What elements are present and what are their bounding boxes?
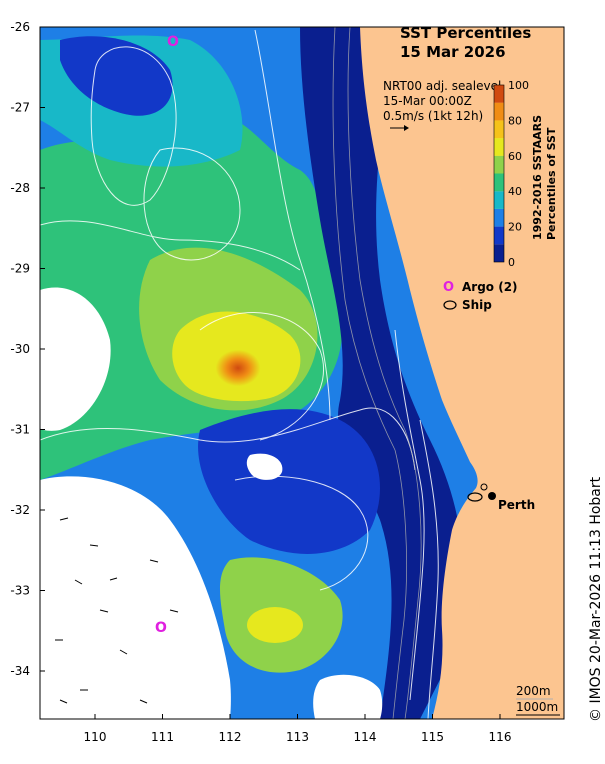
map-date: 15 Mar 2026 [400,43,506,61]
map-plot-area: O O [40,27,564,719]
perth-marker [488,492,496,500]
y-axis-tick-label: -30 [10,342,30,356]
colorbar-segment [494,244,504,262]
y-axis-tick-label: -33 [10,584,30,598]
sst-region-south-yellow [247,607,303,643]
cloud-mask-mid [246,453,283,480]
ship-marker [467,492,483,502]
colorbar-segment [494,155,504,174]
sst-region-offshore-cold [198,409,380,554]
x-axis-tick-label: 110 [84,730,107,744]
y-axis-tick-label: -27 [10,101,30,115]
colorbar-title: 1992-2016 SSTAARS [531,115,544,240]
current-time: 15-Mar 00:00Z [383,94,472,108]
argo-float-marker-south: O [155,620,167,636]
x-axis-tick-label: 114 [354,730,377,744]
ship-marker-2 [480,483,488,491]
colorbar-frame [493,84,505,263]
x-axis-tick-label: 112 [219,730,242,744]
colorbar-subtitle: Percentiles of SST [545,127,558,240]
perth-label: Perth [498,498,535,512]
x-axis-tick-label: 116 [489,730,512,744]
colorbar-segment [494,173,504,192]
colorbar-tick-label: 60 [508,150,522,163]
ship-legend-label: Ship [462,298,492,312]
colorbar-segment [494,120,504,139]
x-axis-tick-label: 111 [151,730,174,744]
sst-region-cold-nw [60,36,173,116]
y-axis-tick-label: -32 [10,503,30,517]
x-axis-tick-label: 113 [286,730,309,744]
y-axis: -26 -27 -28 -29 -30 -31 -32 -33 -34 [10,20,45,678]
colorbar-tick-label: 80 [508,114,522,127]
argo-legend-label: Argo (2) [462,280,518,294]
cloud-mask-west [40,287,111,431]
x-axis-tick-label: 115 [421,730,444,744]
y-axis-tick-label: -34 [10,664,30,678]
depth-label-200m: 200m [516,684,551,698]
cloud-mask-south [313,674,383,719]
y-axis-tick-label: -26 [10,20,30,34]
current-scale-arrowhead [404,125,409,131]
current-scale: 0.5m/s (1kt 12h) [383,109,483,123]
sst-warm-core [206,342,270,394]
colorbar-tick-label: 40 [508,185,522,198]
isobaths [332,27,422,719]
plot-frame [39,26,565,720]
colorbar-tick-label: 20 [508,221,522,234]
credit-text: © IMOS 20-Mar-2026 11:13 Hobart [588,476,604,722]
colorbar: 0 20 40 60 80 100 [493,79,529,269]
land-western-australia [360,27,564,719]
colorbar-segment [494,102,504,121]
y-axis-tick-label: -29 [10,262,30,276]
colorbar-tick-label: 0 [508,256,515,269]
depth-label-1000m: 1000m [516,700,558,714]
current-vectors [55,517,179,704]
sea-level-contours [40,29,439,719]
colorbar-segment [494,191,504,209]
argo-float-marker-north: O [167,34,179,50]
y-axis-tick-label: -28 [10,181,30,195]
colorbar-tick-label: 100 [508,79,529,92]
x-axis: 110 111 112 113 114 115 116 [84,714,512,744]
y-axis-tick-label: -31 [10,423,30,437]
colorbar-segment [494,208,504,227]
cloud-mask-southwest [40,476,231,719]
colorbar-segment [494,138,504,156]
current-source: NRT00 adj. sealevel [383,79,501,93]
map-title: SST Percentiles [400,24,531,42]
colorbar-segment [494,226,504,245]
argo-legend-icon: O [443,280,454,295]
ship-legend-icon [443,300,457,310]
colorbar-segment [494,85,504,103]
